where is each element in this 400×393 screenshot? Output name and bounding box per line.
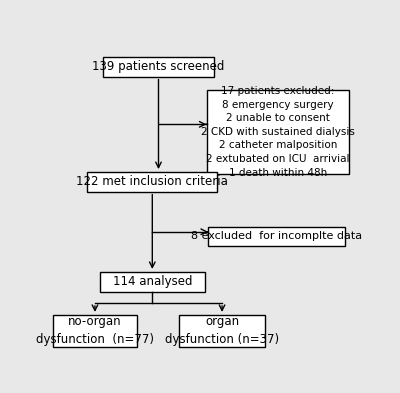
FancyBboxPatch shape — [179, 315, 266, 347]
Text: 114 analysed: 114 analysed — [112, 275, 192, 288]
Text: 139 patients screened: 139 patients screened — [92, 61, 225, 73]
Text: organ
dysfunction (n=37): organ dysfunction (n=37) — [165, 316, 279, 346]
Text: 8 excluded  for incomplte data: 8 excluded for incomplte data — [191, 231, 362, 241]
Text: 17 patients excluded:
8 emergency surgery
2 unable to consent
2 CKD with sustain: 17 patients excluded: 8 emergency surger… — [201, 86, 355, 178]
FancyBboxPatch shape — [53, 315, 137, 347]
FancyBboxPatch shape — [100, 272, 205, 292]
FancyBboxPatch shape — [103, 57, 214, 77]
Text: 122 met inclusion criteria: 122 met inclusion criteria — [76, 175, 228, 188]
FancyBboxPatch shape — [208, 227, 344, 246]
FancyBboxPatch shape — [87, 172, 218, 192]
Text: no-organ
dysfunction  (n=77): no-organ dysfunction (n=77) — [36, 316, 154, 346]
FancyBboxPatch shape — [206, 90, 349, 174]
